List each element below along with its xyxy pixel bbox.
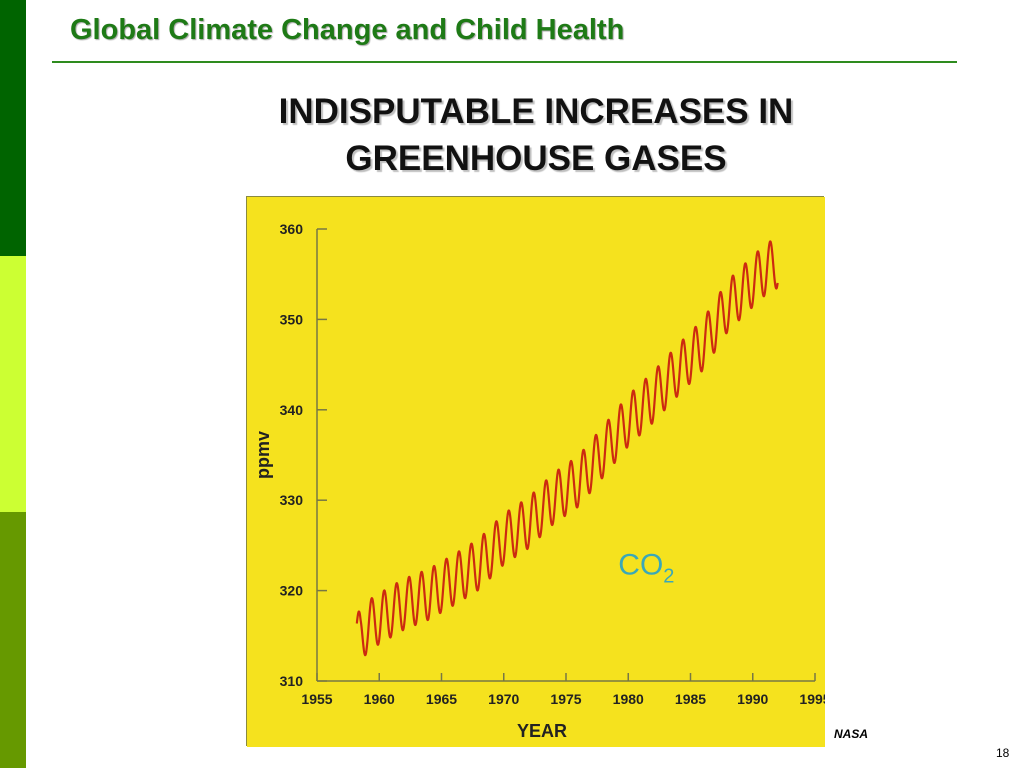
co2-chart-svg: 310 320 330 340 350 360 1955 1960 1965 1970 1975 19… (247, 197, 825, 747)
slide-title: INDISPUTABLE INCREASES IN GREENHOUSE GAS… (186, 88, 886, 182)
y-tick-label: 360 (280, 221, 304, 237)
x-tick-label: 1955 (301, 691, 332, 707)
y-tick-label: 330 (280, 492, 304, 508)
slide-title-line1: INDISPUTABLE INCREASES IN (278, 92, 794, 131)
chart-background (247, 197, 825, 747)
x-tick-label: 1980 (613, 691, 644, 707)
slide-title-line2: GREENHOUSE GASES (345, 139, 727, 178)
slide-number: 18 (996, 746, 1010, 760)
y-axis-label: ppmv (253, 431, 273, 479)
side-bar-dark-green (0, 0, 26, 256)
x-tick-label: 1965 (426, 691, 457, 707)
header-rule (52, 61, 957, 63)
x-tick-label: 1990 (737, 691, 768, 707)
source-credit: NASA (834, 727, 869, 741)
x-axis-label: YEAR (517, 721, 567, 741)
x-tick-label: 1995 (799, 691, 825, 707)
co2-annotation: CO2 (618, 548, 674, 587)
y-tick-label: 310 (280, 673, 304, 689)
x-tick-label: 1975 (550, 691, 581, 707)
side-bar-light-green (0, 256, 26, 512)
co2-annotation-subscript: 2 (663, 565, 674, 587)
y-tick-label: 350 (280, 311, 304, 327)
side-bar-olive-green (0, 512, 26, 768)
co2-chart: 310 320 330 340 350 360 1955 1960 1965 1970 1975 19… (246, 196, 825, 747)
co2-annotation-text: CO (618, 548, 663, 581)
slide-header: Global Climate Change and Child Health (70, 14, 625, 46)
x-tick-label: 1985 (675, 691, 706, 707)
x-tick-label: 1970 (488, 691, 519, 707)
x-tick-label: 1960 (364, 691, 395, 707)
co2-series-line (355, 240, 779, 657)
y-tick-label: 320 (280, 583, 304, 599)
y-tick-label: 340 (280, 402, 304, 418)
